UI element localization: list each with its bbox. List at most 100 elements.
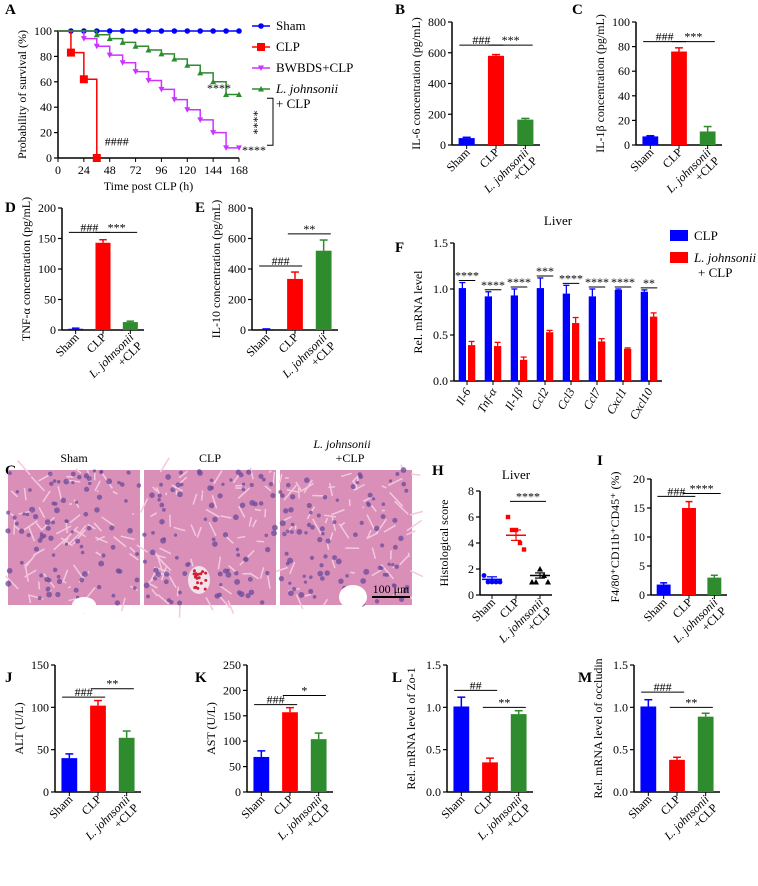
nucleus	[288, 581, 292, 585]
nucleus	[371, 497, 376, 501]
nucleus	[203, 517, 208, 521]
significance-label: ****	[585, 275, 609, 289]
sinusoid	[178, 603, 181, 618]
y-tick-label: 1.5	[613, 658, 628, 672]
nucleus	[239, 502, 246, 508]
nucleus	[394, 564, 399, 569]
tissue-background	[8, 470, 140, 605]
sinusoid	[72, 529, 86, 545]
sinusoid	[160, 565, 168, 581]
sinusoid	[75, 468, 82, 474]
data-point	[258, 23, 264, 29]
y-axis-label: ALT (U/L)	[12, 702, 26, 754]
significance-label: ****	[690, 482, 714, 496]
sinusoid	[218, 595, 231, 609]
nucleus	[28, 488, 32, 492]
sinusoid	[148, 582, 158, 589]
y-tick-label: 400	[228, 262, 246, 276]
data-point	[197, 28, 204, 34]
y-tick-label: 0.5	[613, 743, 628, 757]
x-tick-label: Sham	[243, 330, 273, 360]
nucleus	[335, 558, 342, 565]
sinusoid	[331, 508, 345, 516]
bar	[510, 295, 518, 381]
legend-label: Sham	[276, 18, 306, 33]
nucleus	[114, 600, 121, 606]
significance-label: ###	[267, 693, 285, 707]
nucleus	[159, 519, 165, 525]
data-point	[132, 28, 139, 34]
nucleus	[163, 579, 169, 585]
nucleus	[149, 492, 155, 498]
nucleus	[56, 578, 63, 585]
sinusoid	[157, 593, 170, 605]
sinusoid	[155, 487, 161, 495]
nucleus	[367, 492, 373, 498]
sinusoid	[13, 519, 16, 535]
bar	[699, 131, 716, 145]
nucleus	[306, 522, 312, 528]
nucleus	[283, 508, 289, 514]
sinusoid	[249, 572, 260, 580]
nucleus	[217, 493, 223, 499]
sinusoid	[171, 484, 183, 492]
bar	[671, 51, 687, 145]
nucleus	[363, 568, 370, 575]
nucleus	[278, 576, 285, 582]
y-tick-label: 0.5	[426, 743, 441, 757]
nucleus	[323, 554, 328, 559]
sinusoid	[328, 485, 336, 489]
x-tick-label: Sham	[438, 792, 468, 822]
y-axis-label: Rel. mRNA level of occludin	[591, 658, 605, 798]
image-label-italic: L. johnsonii	[312, 437, 370, 451]
nucleus	[221, 482, 225, 486]
sinusoid	[23, 520, 39, 531]
y-tick-label: 6	[468, 510, 474, 524]
data-point	[521, 547, 527, 552]
x-tick-label: Cxcl10	[626, 386, 655, 422]
y-tick-label: 0	[440, 138, 446, 152]
nucleus	[86, 526, 92, 531]
x-tick-label: Ccl7	[580, 385, 604, 412]
nucleus	[321, 531, 325, 536]
bar	[253, 756, 270, 792]
panel-label: F	[395, 240, 404, 256]
nucleus	[44, 519, 51, 526]
data-point	[223, 28, 229, 34]
sinusoid	[120, 597, 126, 612]
data-point	[258, 86, 264, 92]
data-point	[158, 28, 165, 34]
bar	[707, 577, 722, 595]
y-tick-label: 0.0	[426, 785, 441, 799]
nucleus	[309, 575, 313, 579]
sinusoid	[28, 526, 36, 542]
sinusoid	[219, 584, 233, 595]
sinusoid	[331, 559, 336, 569]
significance-label: ***	[108, 220, 126, 234]
nucleus	[302, 574, 306, 578]
nucleus	[388, 479, 393, 483]
data-point	[119, 28, 126, 34]
bar	[118, 737, 135, 792]
nucleus	[278, 490, 283, 494]
nucleus	[143, 582, 150, 589]
sinusoid	[159, 547, 172, 555]
data-point	[119, 60, 126, 66]
bar	[310, 739, 327, 792]
y-tick-label: 50	[37, 743, 49, 757]
nucleus	[70, 530, 74, 534]
significance-label: ***	[502, 33, 520, 47]
y-tick-label: 0	[468, 588, 474, 602]
sinusoid	[178, 470, 188, 479]
nucleus	[169, 600, 174, 605]
panel-label: B	[395, 2, 405, 18]
sinusoid	[205, 508, 220, 518]
y-tick-label: 1.0	[433, 282, 448, 296]
sinusoid	[149, 512, 158, 518]
nucleus	[124, 499, 128, 503]
data-point	[106, 28, 113, 34]
significance-label: ###	[272, 254, 290, 268]
nucleus	[246, 469, 252, 475]
nucleus	[73, 587, 79, 593]
